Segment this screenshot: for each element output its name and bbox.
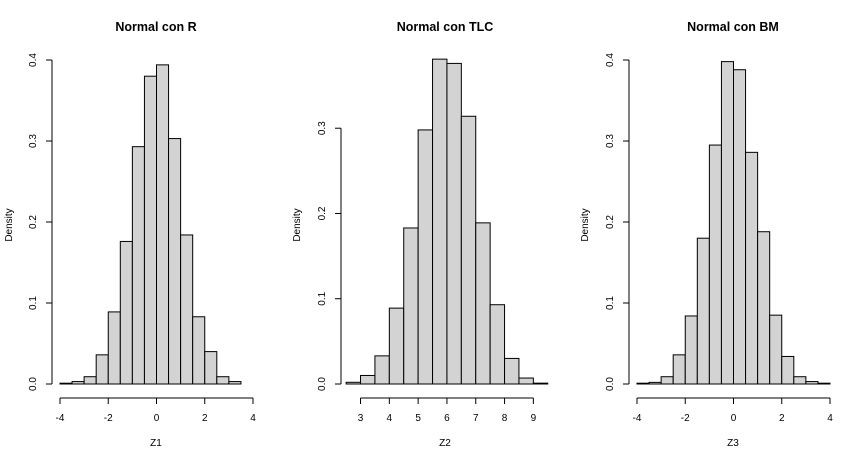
histogram-bar (83, 376, 97, 385)
histogram-bar (107, 311, 121, 385)
x-tick-label: 6 (444, 413, 450, 424)
histogram-bar (168, 138, 182, 385)
histogram-bar (95, 354, 109, 385)
y-tick-label: 0.3 (605, 134, 616, 148)
histogram-bar (71, 381, 85, 385)
histogram-bar (769, 314, 783, 385)
chart-title: Normal con R (115, 20, 196, 34)
histogram-bar (131, 146, 145, 385)
y-tick-label: 0.2 (605, 215, 616, 229)
histogram-bar (672, 354, 686, 385)
histogram-bar (432, 58, 448, 385)
y-axis-label: Density (580, 208, 591, 241)
histogram-bar (374, 355, 390, 385)
histogram-bar (403, 227, 419, 385)
y-tick-label: 0.0 (317, 377, 328, 391)
histogram-bar (696, 237, 710, 385)
x-tick-label: 4 (827, 413, 833, 424)
histogram-bar (532, 382, 549, 385)
x-tick-label: 4 (387, 413, 393, 424)
x-tick-label: 2 (779, 413, 785, 424)
x-tick-label: 8 (502, 413, 508, 424)
x-tick-label: 4 (250, 413, 256, 424)
histogram-bar (417, 129, 434, 385)
x-tick-label: 5 (415, 413, 421, 424)
histogram-bar (745, 151, 759, 385)
x-tick-label: -4 (633, 413, 642, 424)
histogram-bar (793, 376, 807, 385)
histogram-bar (733, 69, 747, 385)
x-axis-label: Z1 (150, 438, 162, 449)
histogram-bar (59, 382, 73, 385)
histogram-bar (460, 115, 477, 385)
histogram-bar (684, 315, 698, 385)
y-axis-label: Density (4, 208, 15, 241)
histogram-bar (192, 316, 206, 385)
panel-normal-con-r: Normal con R Z1 Density -4 -2 0 2 4 0.0 0.1 0.2… (4, 20, 256, 449)
x-axis-label: Z3 (727, 438, 739, 449)
histogram-bar (518, 377, 534, 385)
histogram-bar (216, 376, 230, 385)
histogram-bar (156, 64, 170, 385)
histogram-bar (446, 62, 462, 385)
y-axis-label: Density (292, 208, 303, 241)
histogram-bar (180, 234, 194, 385)
panel-normal-con-tlc: Normal con TLC Z2 Density 3 4 5 6 7 8 9 0.0 0.1 0… (292, 20, 549, 449)
x-tick-label: -2 (104, 413, 113, 424)
y-tick-label: 0.2 (317, 206, 328, 220)
histogram-bar (504, 357, 520, 385)
y-tick-label: 0.1 (605, 296, 616, 310)
chart-title: Normal con BM (687, 20, 779, 34)
x-tick-label: 0 (731, 413, 737, 424)
histogram-bar (648, 381, 662, 385)
x-tick-label: 7 (473, 413, 479, 424)
y-tick-label: 0.4 (28, 53, 39, 67)
x-tick-label: 9 (531, 413, 537, 424)
y-tick-label: 0.0 (605, 377, 616, 391)
y-tick-label: 0.1 (28, 296, 39, 310)
histogram-bar (708, 144, 722, 385)
x-tick-label: 3 (358, 413, 364, 424)
x-tick-label: -2 (681, 413, 690, 424)
chart-title: Normal con TLC (397, 20, 494, 34)
histogram-bar (805, 381, 819, 385)
histogram-bar (489, 304, 506, 385)
histogram-bar (817, 382, 831, 385)
histogram-bar (757, 231, 771, 385)
x-axis-label: Z2 (439, 438, 451, 449)
y-tick-label: 0.2 (28, 215, 39, 229)
y-tick-label: 0.3 (317, 121, 328, 135)
x-tick-label: 2 (202, 413, 208, 424)
histogram-bar (720, 61, 735, 385)
x-tick-label: -4 (56, 413, 65, 424)
y-tick-label: 0.4 (605, 53, 616, 67)
histogram-bar (228, 381, 242, 385)
x-tick-label: 0 (154, 413, 160, 424)
y-tick-label: 0.3 (28, 134, 39, 148)
panel-normal-con-bm: Normal con BM Z3 Density -4 -2 0 2 4 0.0 0.1 0.… (580, 20, 833, 449)
histogram-bar (388, 307, 405, 385)
histogram-bar (636, 382, 650, 385)
histogram-bar (143, 75, 158, 385)
histogram-bar (119, 240, 133, 385)
histogram-bar (360, 374, 376, 385)
histogram-bar (204, 351, 218, 385)
histogram-bar (660, 376, 674, 385)
y-tick-label: 0.1 (317, 291, 328, 305)
histogram-bar (475, 222, 491, 385)
histogram-bar (345, 381, 362, 385)
histogram-bar (781, 355, 795, 385)
y-tick-label: 0.0 (28, 377, 39, 391)
